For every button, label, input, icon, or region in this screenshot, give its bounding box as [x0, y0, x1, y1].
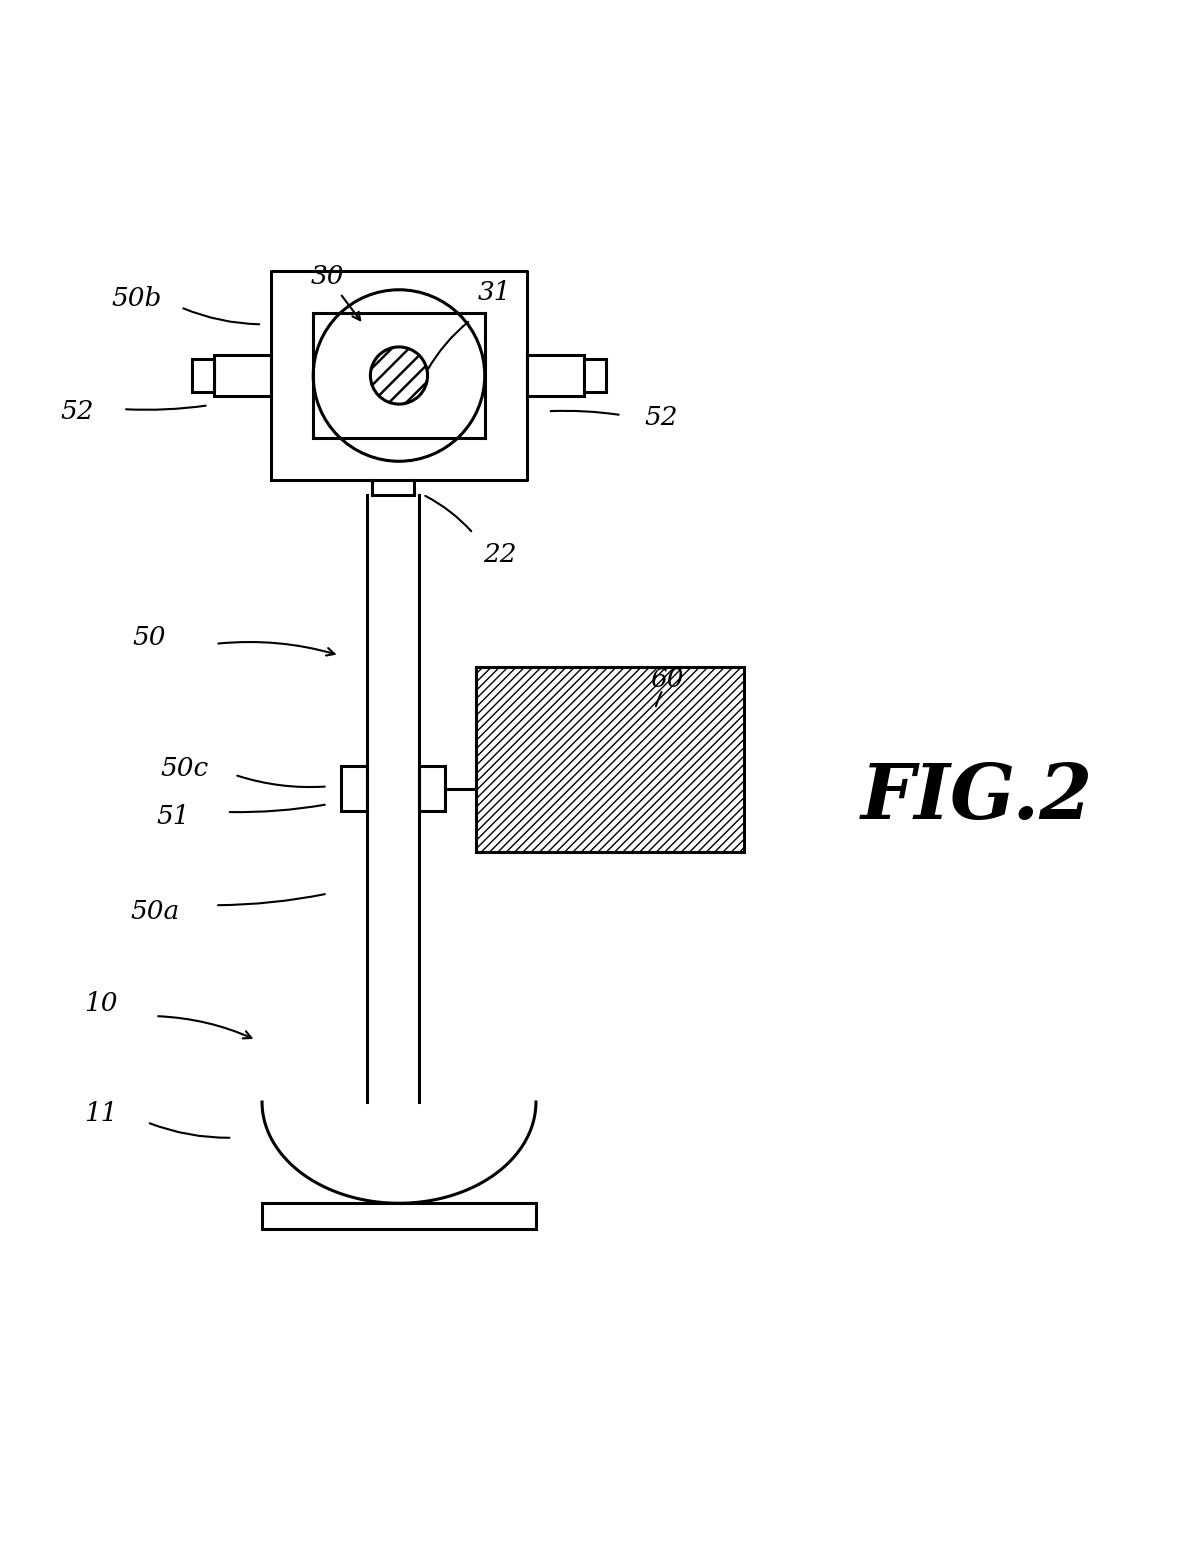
Bar: [341, 767, 367, 812]
Text: 50c: 50c: [161, 756, 208, 781]
Text: 50: 50: [132, 626, 166, 651]
Bar: [584, 359, 605, 392]
Bar: [526, 355, 585, 397]
Text: 50b: 50b: [112, 285, 162, 311]
Text: 60: 60: [650, 666, 684, 692]
Text: 30: 30: [311, 265, 344, 290]
Text: 50a: 50a: [130, 898, 180, 923]
Text: 10: 10: [85, 991, 118, 1016]
Text: 31: 31: [478, 280, 511, 305]
Text: 11: 11: [85, 1101, 118, 1126]
Circle shape: [313, 290, 485, 462]
Text: 51: 51: [156, 804, 189, 829]
Bar: [419, 767, 445, 812]
Text: FIG.2: FIG.2: [860, 761, 1093, 835]
Bar: [476, 668, 744, 852]
Circle shape: [370, 347, 428, 404]
Text: 22: 22: [484, 542, 517, 567]
Text: 52: 52: [61, 398, 94, 424]
Bar: [193, 359, 214, 392]
Bar: [262, 1204, 536, 1230]
Bar: [214, 355, 272, 397]
Text: 52: 52: [644, 404, 678, 429]
